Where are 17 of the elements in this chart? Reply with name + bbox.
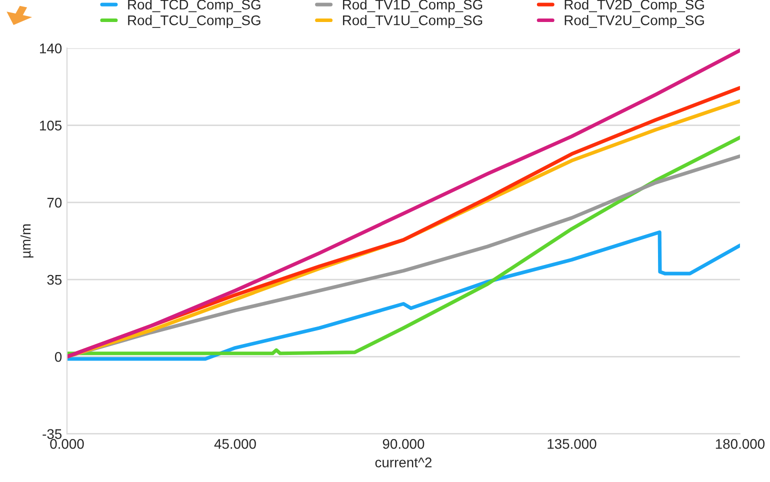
- line-series: [66, 230, 740, 361]
- y-tick-label: 35: [47, 274, 62, 285]
- y-tick-label: 140: [40, 44, 62, 54]
- legend-label: Rod_TV1U_Comp_SG: [343, 15, 482, 28]
- y-tick-label: 0: [54, 352, 62, 362]
- x-tick-label: 90.000: [382, 439, 424, 449]
- x-tick-label: 45.000: [214, 439, 256, 449]
- x-axis-title: current^2: [375, 458, 432, 468]
- x-tick-label: 180.000: [716, 439, 765, 449]
- x-tick-label: 0.000: [50, 439, 84, 449]
- y-tick-label: -35: [42, 429, 62, 439]
- legend-label: Rod_TCU_Comp_SG: [128, 15, 260, 28]
- y-tick-label: 70: [47, 198, 62, 208]
- legend-label: Rod_TV2U_Comp_SG: [564, 15, 704, 28]
- x-tick-label: 135.000: [548, 439, 596, 449]
- y-tick-label: 105: [40, 120, 62, 130]
- y-axis-title: µm/m: [20, 224, 34, 258]
